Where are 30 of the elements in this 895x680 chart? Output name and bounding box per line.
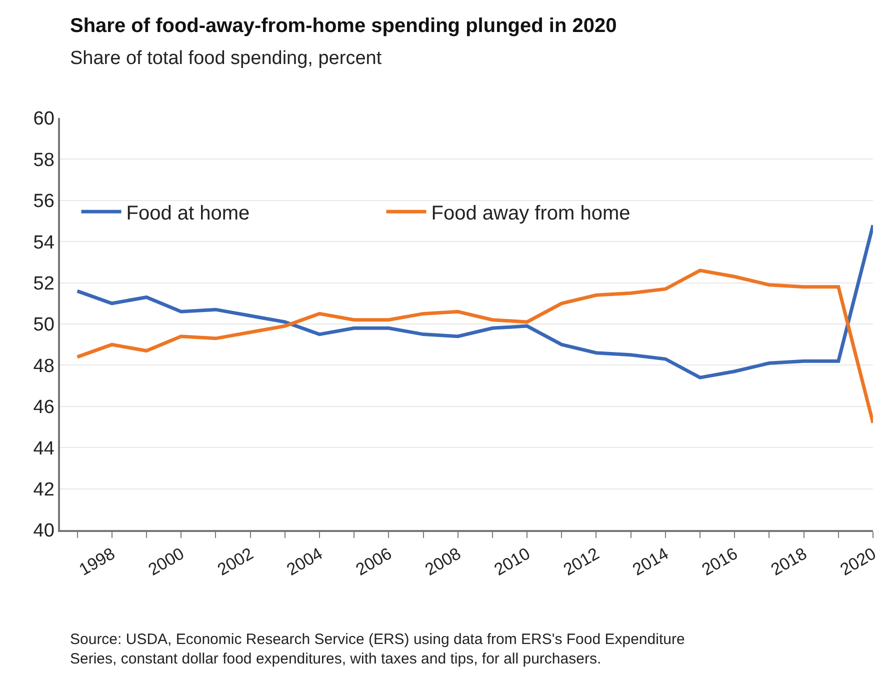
chart-title: Share of food-away-from-home spending plunged in 2020: [70, 15, 617, 37]
y-tick-label: 58: [33, 150, 54, 171]
x-tick-label: 2014: [629, 544, 672, 580]
line-series: [76, 223, 873, 380]
x-tick-label: 2004: [283, 544, 326, 580]
y-tick-label: 52: [33, 273, 54, 294]
y-tick-label: 40: [33, 520, 54, 542]
legend-label: Food away from home: [431, 202, 630, 224]
y-tick-label: 54: [33, 232, 55, 254]
x-tick-label: 2020: [836, 544, 880, 580]
source-note: Source: USDA, Economic Research Service (ERS) using data from ERS's Food Expenditure Series, constant dollar food expenditures, with taxes and tips, for all purchasers.: [70, 631, 685, 668]
y-tick-label: 44: [33, 438, 55, 460]
y-tick-label: 60: [33, 108, 54, 130]
y-tick-label: 42: [33, 479, 54, 500]
x-tick-label: 2008: [422, 544, 464, 580]
x-tick-label: 1998: [76, 544, 118, 580]
y-tick-label: 50: [33, 314, 54, 336]
legend-label: Food at home: [126, 202, 250, 224]
x-tick-label: 2016: [698, 544, 741, 580]
x-tick-label: 2002: [214, 544, 257, 580]
y-tick-label: 46: [33, 397, 54, 418]
x-tick-label: 2000: [145, 544, 188, 580]
x-tick-label: 2018: [768, 544, 810, 580]
y-tick-label: 56: [33, 191, 54, 212]
x-tick-label: 2010: [491, 544, 534, 580]
y-tick-label: 48: [33, 356, 54, 377]
chart-subtitle: Share of total food spending, percent: [70, 48, 382, 69]
x-tick-label: 2012: [560, 544, 602, 580]
line-series: [76, 268, 873, 425]
x-tick-label: 2006: [352, 544, 395, 580]
